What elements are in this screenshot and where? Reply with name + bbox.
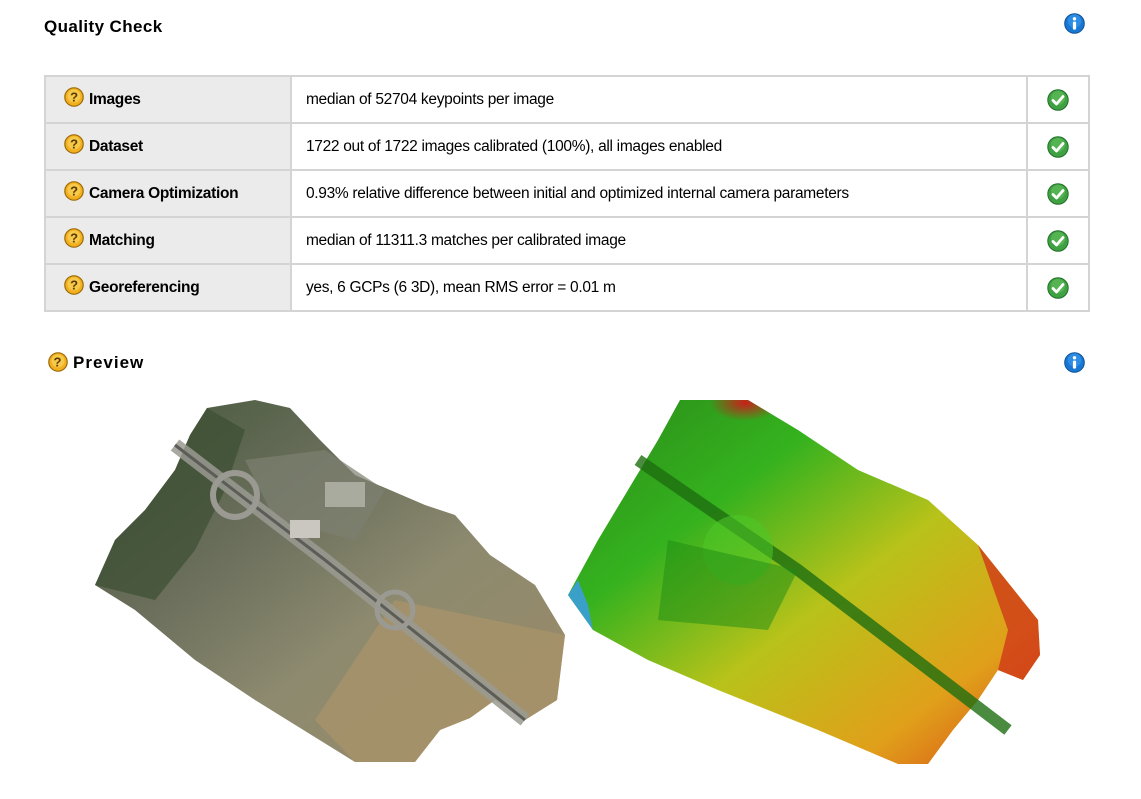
metric-value: median of 11311.3 matches per calibrated… <box>289 216 1028 265</box>
help-icon[interactable] <box>64 134 84 154</box>
preview-title: Preview <box>48 353 144 374</box>
metric-name-cell: Images <box>44 75 292 124</box>
metric-value: 1722 out of 1722 images calibrated (100%… <box>289 122 1028 171</box>
metric-value: 0.93% relative difference between initia… <box>289 169 1028 218</box>
check-ok-icon <box>1047 230 1069 252</box>
help-icon[interactable] <box>48 352 68 372</box>
metric-name: Camera Optimization <box>89 184 239 202</box>
check-ok-icon <box>1047 136 1069 158</box>
help-icon[interactable] <box>64 87 84 107</box>
quality-row-matching: Matching median of 11311.3 matches per ca… <box>44 216 1091 265</box>
metric-name: Dataset <box>89 137 143 155</box>
metric-name-cell: Matching <box>44 216 292 265</box>
dsm-preview-image <box>568 400 1040 764</box>
metric-name: Matching <box>89 231 155 249</box>
metric-value: yes, 6 GCPs (6 3D), mean RMS error = 0.0… <box>289 263 1028 312</box>
quality-row-images: Images median of 52704 keypoints per imag… <box>44 75 1091 124</box>
quality-check-title: Quality Check <box>44 17 163 36</box>
help-icon[interactable] <box>64 228 84 248</box>
metric-name-cell: Dataset <box>44 122 292 171</box>
help-icon[interactable] <box>64 181 84 201</box>
status-cell <box>1025 75 1091 124</box>
info-icon[interactable] <box>1064 13 1085 34</box>
status-cell <box>1025 216 1091 265</box>
metric-name: Georeferencing <box>89 278 200 296</box>
check-ok-icon <box>1047 183 1069 205</box>
orthomosaic-preview-image <box>95 400 565 762</box>
check-ok-icon <box>1047 89 1069 111</box>
quality-row-camera-optimization: Camera Optimization 0.93% relative differ… <box>44 169 1091 218</box>
status-cell <box>1025 263 1091 312</box>
info-icon[interactable] <box>1064 352 1085 373</box>
status-cell <box>1025 169 1091 218</box>
metric-name-cell: Camera Optimization <box>44 169 292 218</box>
metric-name-cell: Georeferencing <box>44 263 292 312</box>
check-ok-icon <box>1047 277 1069 299</box>
quality-check-table: Images median of 52704 keypoints per imag… <box>44 75 1091 312</box>
quality-row-dataset: Dataset 1722 out of 1722 images calibrate… <box>44 122 1091 171</box>
preview-title-label: Preview <box>73 353 145 372</box>
help-icon[interactable] <box>64 275 84 295</box>
status-cell <box>1025 122 1091 171</box>
quality-row-georeferencing: Georeferencing yes, 6 GCPs (6 3D), mean R… <box>44 263 1091 312</box>
metric-value: median of 52704 keypoints per image <box>289 75 1028 124</box>
metric-name: Images <box>89 90 141 108</box>
